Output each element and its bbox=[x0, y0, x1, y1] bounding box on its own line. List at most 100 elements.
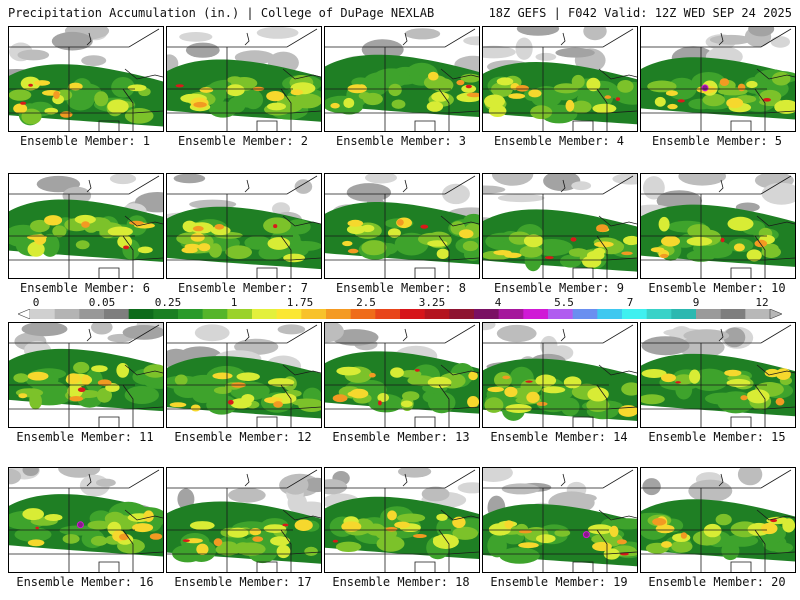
precip-contour bbox=[484, 94, 505, 109]
state-border bbox=[86, 179, 92, 193]
trace-precip-area bbox=[194, 324, 230, 342]
precip-contour bbox=[111, 77, 135, 98]
ensemble-map-panel bbox=[8, 26, 164, 132]
trace-precip-area bbox=[683, 329, 730, 342]
precip-contour bbox=[227, 527, 249, 538]
precip-contour bbox=[504, 386, 518, 398]
ensemble-member-label: Ensemble Member: 11 bbox=[16, 430, 154, 444]
legend-tick-label: 0.05 bbox=[88, 296, 116, 309]
state-border bbox=[414, 267, 436, 278]
legend-tick-label: 5.5 bbox=[554, 296, 574, 309]
precip-contour bbox=[235, 542, 266, 556]
ensemble-member-label: Ensemble Member: 13 bbox=[332, 430, 470, 444]
precip-contour bbox=[764, 368, 780, 378]
precip-contour bbox=[592, 541, 612, 552]
state-border bbox=[402, 179, 408, 193]
state-border bbox=[754, 384, 766, 427]
state-border bbox=[122, 384, 134, 427]
precip-contour bbox=[592, 103, 617, 114]
precip-contour bbox=[282, 523, 289, 527]
precip-contour bbox=[332, 394, 348, 403]
state-border bbox=[448, 110, 479, 114]
precip-contour bbox=[343, 97, 355, 109]
precip-contour bbox=[143, 510, 154, 522]
precip-contour bbox=[21, 108, 42, 125]
precip-contour bbox=[715, 513, 732, 526]
precip-contour bbox=[616, 539, 627, 545]
precip-max bbox=[582, 531, 590, 539]
scale-swatch bbox=[128, 309, 154, 319]
precip-contour bbox=[504, 520, 514, 529]
legend-tick-label: 7 bbox=[626, 296, 634, 309]
state-border bbox=[764, 551, 795, 555]
precip-contour bbox=[661, 541, 672, 548]
state-border bbox=[641, 28, 792, 48]
precip-contour bbox=[116, 363, 129, 378]
state-border bbox=[754, 235, 766, 278]
ensemble-member-label: Ensemble Member: 7 bbox=[177, 281, 309, 295]
trace-precip-area bbox=[282, 474, 309, 495]
precip-contour bbox=[97, 379, 112, 386]
ensemble-map-panel bbox=[166, 467, 322, 573]
precip-contour bbox=[270, 536, 291, 546]
precip-contour bbox=[621, 382, 637, 396]
scale-arrow-right bbox=[769, 309, 782, 319]
state-border bbox=[290, 406, 321, 410]
state-border bbox=[282, 215, 321, 227]
precip-contour bbox=[14, 527, 52, 542]
precip-contour bbox=[525, 380, 533, 383]
precip-contour bbox=[66, 373, 81, 384]
precip-max bbox=[701, 84, 709, 92]
precip-contour bbox=[587, 387, 609, 402]
precip-contour bbox=[119, 533, 129, 541]
precip-contour bbox=[332, 539, 339, 543]
precip-contour bbox=[496, 77, 514, 86]
trace-precip-area bbox=[463, 36, 479, 46]
precip-contour bbox=[20, 101, 27, 105]
precip-contour bbox=[388, 83, 402, 97]
precip-contour bbox=[396, 219, 404, 226]
precip-contour bbox=[553, 83, 579, 94]
state-border bbox=[730, 561, 752, 572]
precip-contour bbox=[655, 524, 675, 534]
precip-contour bbox=[117, 235, 133, 249]
scale-swatch bbox=[276, 309, 302, 319]
ensemble-map-panel bbox=[324, 26, 480, 132]
precip-contour bbox=[13, 373, 29, 383]
precip-contour bbox=[206, 394, 238, 415]
state-border bbox=[448, 257, 479, 261]
scale-swatch bbox=[400, 309, 425, 319]
precip-contour bbox=[20, 76, 41, 91]
ensemble-member-label: Ensemble Member: 2 bbox=[177, 134, 309, 148]
precip-contour bbox=[505, 404, 532, 413]
trace-precip-area bbox=[678, 336, 725, 358]
state-border bbox=[244, 32, 250, 46]
precip-map bbox=[325, 28, 479, 131]
precip-contour bbox=[596, 224, 609, 232]
trace-precip-area bbox=[535, 52, 557, 61]
precip-contour bbox=[587, 524, 613, 535]
precip-map bbox=[483, 323, 637, 427]
state-border bbox=[483, 469, 634, 489]
precip-contour bbox=[236, 372, 260, 381]
legend-tick-label: 2.5 bbox=[356, 296, 376, 309]
precip-contour bbox=[107, 99, 129, 114]
scale-swatch bbox=[646, 309, 672, 319]
state-border bbox=[167, 28, 318, 48]
precip-contour bbox=[13, 103, 28, 114]
precip-contour bbox=[227, 399, 234, 405]
state-border bbox=[290, 110, 321, 114]
trace-precip-area bbox=[678, 174, 726, 186]
precip-contour bbox=[499, 547, 540, 564]
precip-contour bbox=[199, 87, 214, 93]
precip-contour bbox=[428, 71, 439, 81]
state-border bbox=[325, 324, 476, 344]
ensemble-member-label: Ensemble Member: 14 bbox=[490, 430, 628, 444]
trace-precip-area bbox=[185, 42, 220, 58]
precip-contour bbox=[53, 91, 60, 99]
trace-precip-area bbox=[51, 31, 93, 51]
state-border bbox=[572, 267, 594, 278]
precip-contour bbox=[402, 391, 420, 401]
state-border bbox=[9, 28, 160, 48]
precip-contour bbox=[104, 511, 126, 526]
